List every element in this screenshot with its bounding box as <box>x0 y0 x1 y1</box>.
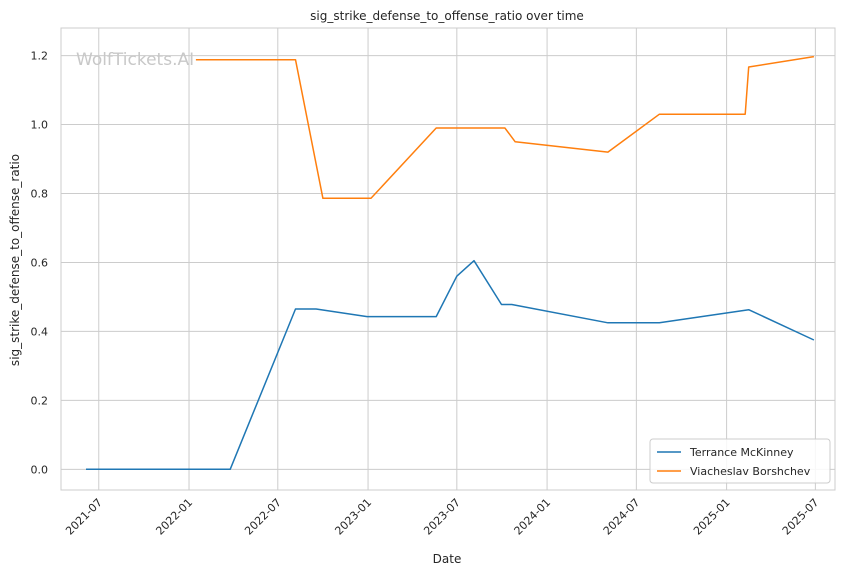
plot-area-frame <box>60 27 836 491</box>
y-tick-label: 0.4 <box>31 325 49 338</box>
legend-label-series-0: Terrance McKinney <box>689 446 794 459</box>
y-tick-label: 0.8 <box>31 187 49 200</box>
series-line-0 <box>86 259 815 471</box>
y-axis-ticks: 0.0 0.2 0.4 0.6 0.8 1.0 1.2 <box>31 50 49 477</box>
y-tick-label: 1.0 <box>31 119 49 132</box>
y-tick-label: 0.2 <box>31 394 49 407</box>
y-tick-label: 1.2 <box>31 50 49 63</box>
legend-box <box>649 438 831 484</box>
x-axis-label: Date <box>433 552 462 566</box>
chart-title: sig_strike_defense_to_offense_ratio over… <box>310 9 584 23</box>
watermark-text: WolfTickets.AI <box>76 50 194 70</box>
legend: Terrance McKinney Viacheslav Borshchev <box>649 438 831 484</box>
legend-label-series-1: Viacheslav Borshchev <box>690 465 811 478</box>
y-tick-label: 0.6 <box>31 256 49 269</box>
y-tick-label: 0.0 <box>31 463 49 476</box>
series-lines <box>86 55 815 471</box>
y-axis-label: sig_strike_defense_to_offense_ratio <box>8 154 22 366</box>
series-line-1 <box>195 55 815 200</box>
